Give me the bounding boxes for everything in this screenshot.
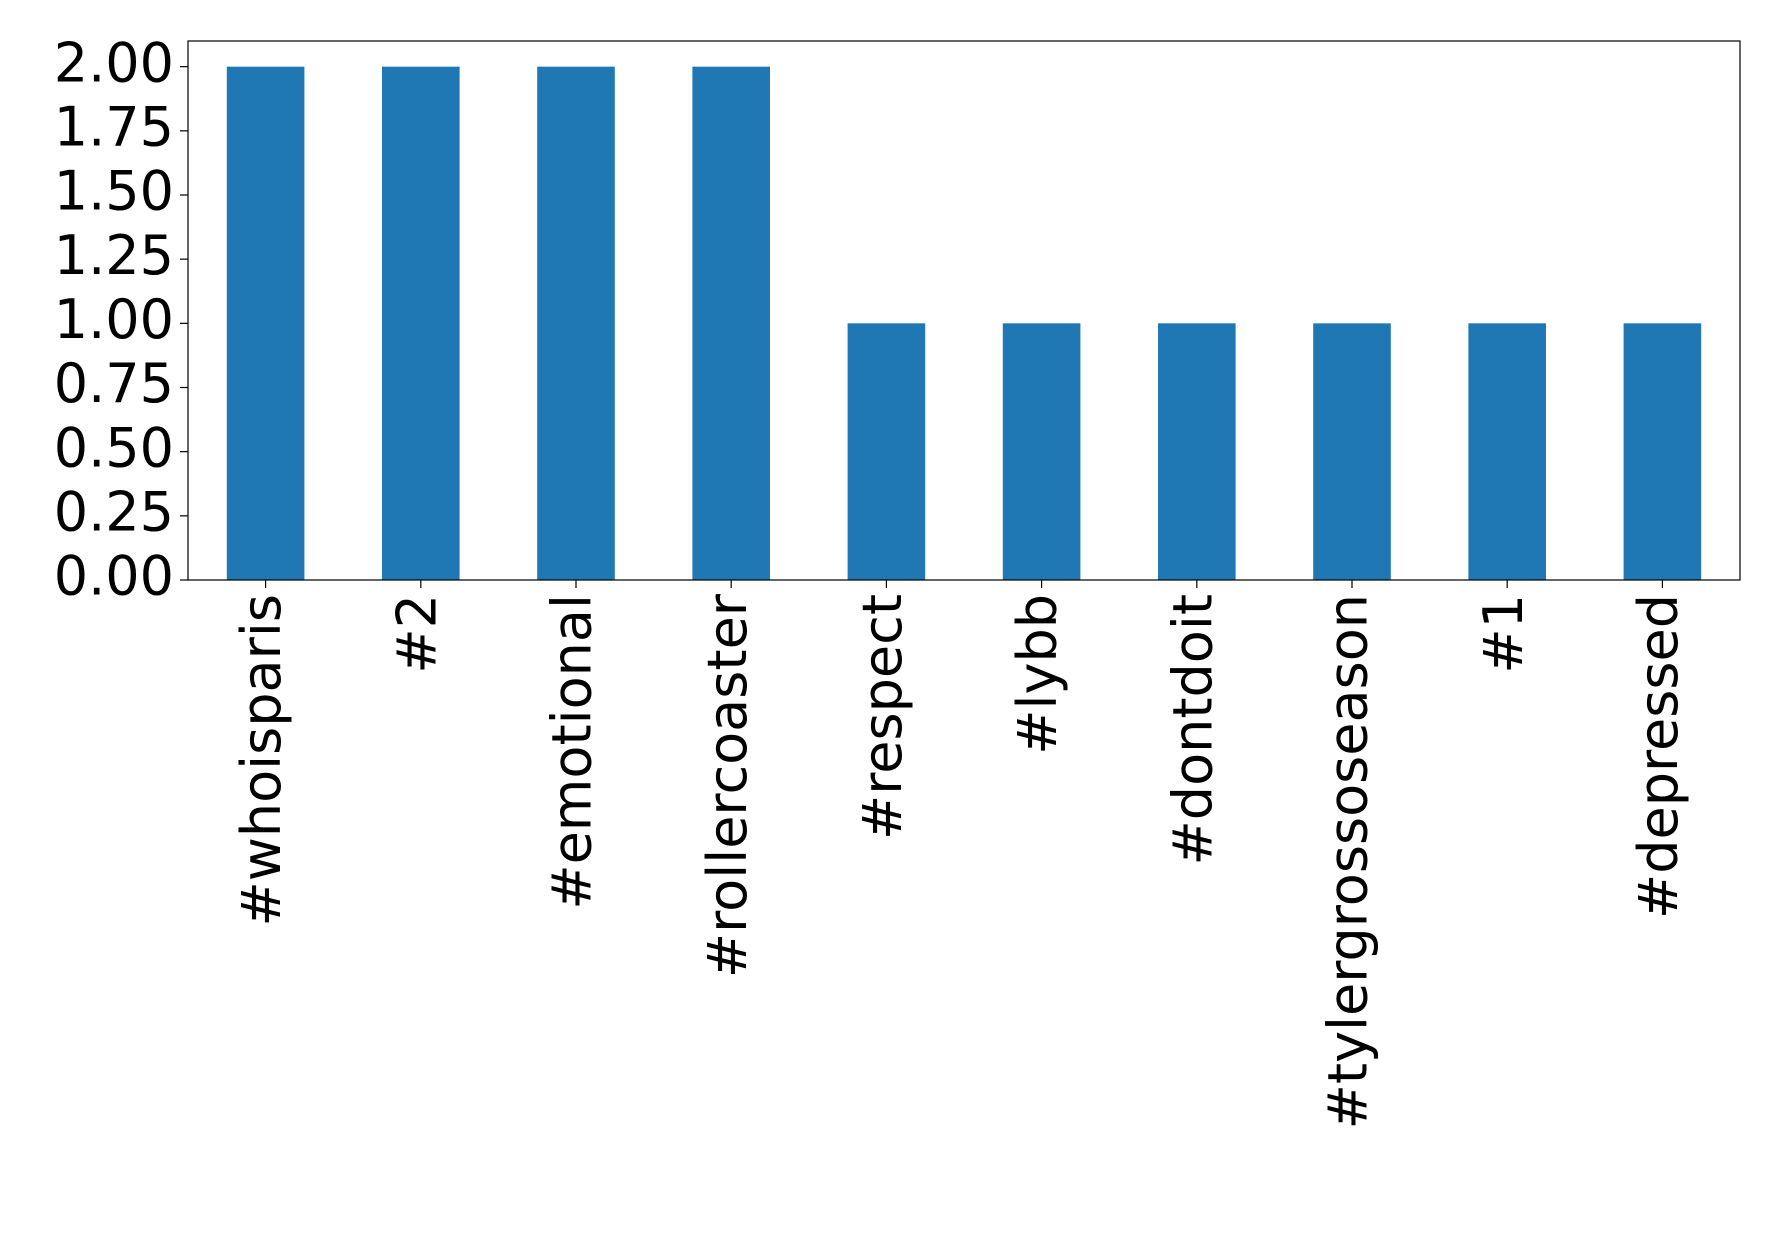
x-tick-label: #lybb	[1006, 594, 1069, 755]
x-tick-label: #depressed	[1627, 594, 1690, 919]
x-tick-label: #dontdoit	[1161, 594, 1224, 865]
bar	[692, 66, 770, 580]
bar	[226, 66, 305, 580]
bar	[1468, 323, 1546, 580]
y-tick-label: 0.25	[54, 480, 174, 543]
y-tick-label: 1.00	[54, 288, 174, 351]
x-tick-label: #2	[385, 594, 448, 674]
x-tick-label: #emotional	[541, 594, 604, 910]
x-tick-label: #1	[1472, 594, 1535, 674]
bar	[382, 66, 460, 580]
bar	[1623, 323, 1702, 580]
bar	[847, 323, 926, 580]
x-tick-label: #rollercoaster	[696, 593, 759, 978]
bar	[537, 66, 615, 580]
y-tick-label: 1.25	[54, 224, 174, 287]
bar	[1313, 323, 1391, 580]
y-tick-label: 0.50	[54, 416, 174, 479]
y-tick-label: 1.75	[54, 95, 174, 158]
x-tick-label: #whoisparis	[230, 594, 293, 927]
y-tick-label: 1.50	[54, 160, 174, 223]
x-tick-label: #tylergrossoseason	[1317, 594, 1380, 1129]
y-tick-label: 2.00	[54, 31, 174, 94]
bar	[1158, 323, 1236, 580]
bar	[1002, 323, 1081, 580]
x-tick-label: #respect	[851, 594, 914, 840]
y-tick-label: 0.75	[54, 352, 174, 415]
y-tick-label: 0.00	[54, 545, 174, 608]
plot-frame	[187, 40, 1741, 581]
